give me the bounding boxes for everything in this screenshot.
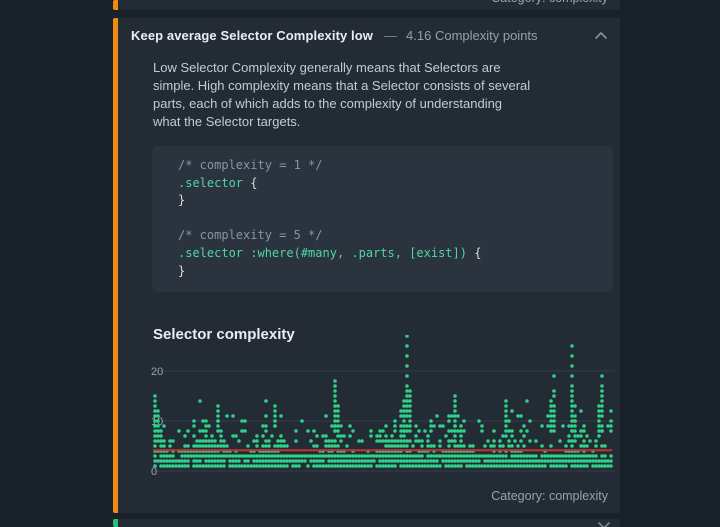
svg-text:0: 0 xyxy=(151,466,157,477)
complexity-points-value: 4.16 Complexity points xyxy=(406,28,538,43)
selector-complexity-chart: 20100 xyxy=(151,334,615,478)
chart-title: Selector complexity xyxy=(153,326,295,344)
card-title: Keep average Selector Complexity low xyxy=(131,28,374,43)
card-header: Keep average Selector Complexity low — 4… xyxy=(118,18,620,43)
previous-card: Category: complexity xyxy=(113,0,620,10)
collapse-card-button[interactable] xyxy=(592,29,610,42)
title-metric-separator: — xyxy=(384,28,398,43)
svg-text:20: 20 xyxy=(151,366,163,378)
chevron-up-icon xyxy=(594,28,608,43)
chart-container: 20100 xyxy=(151,334,620,478)
guideline-card-selector-complexity: Keep average Selector Complexity low — 4… xyxy=(113,18,620,513)
code-block: /* complexity = 1 */.selector {} /* comp… xyxy=(152,146,613,293)
guideline-description: Low Selector Complexity generally means … xyxy=(153,60,531,129)
next-card[interactable] xyxy=(113,519,620,527)
previous-card-category-label: Category: complexity xyxy=(491,0,608,5)
category-label: Category: complexity xyxy=(491,489,608,503)
chevron-down-icon xyxy=(597,521,611,527)
